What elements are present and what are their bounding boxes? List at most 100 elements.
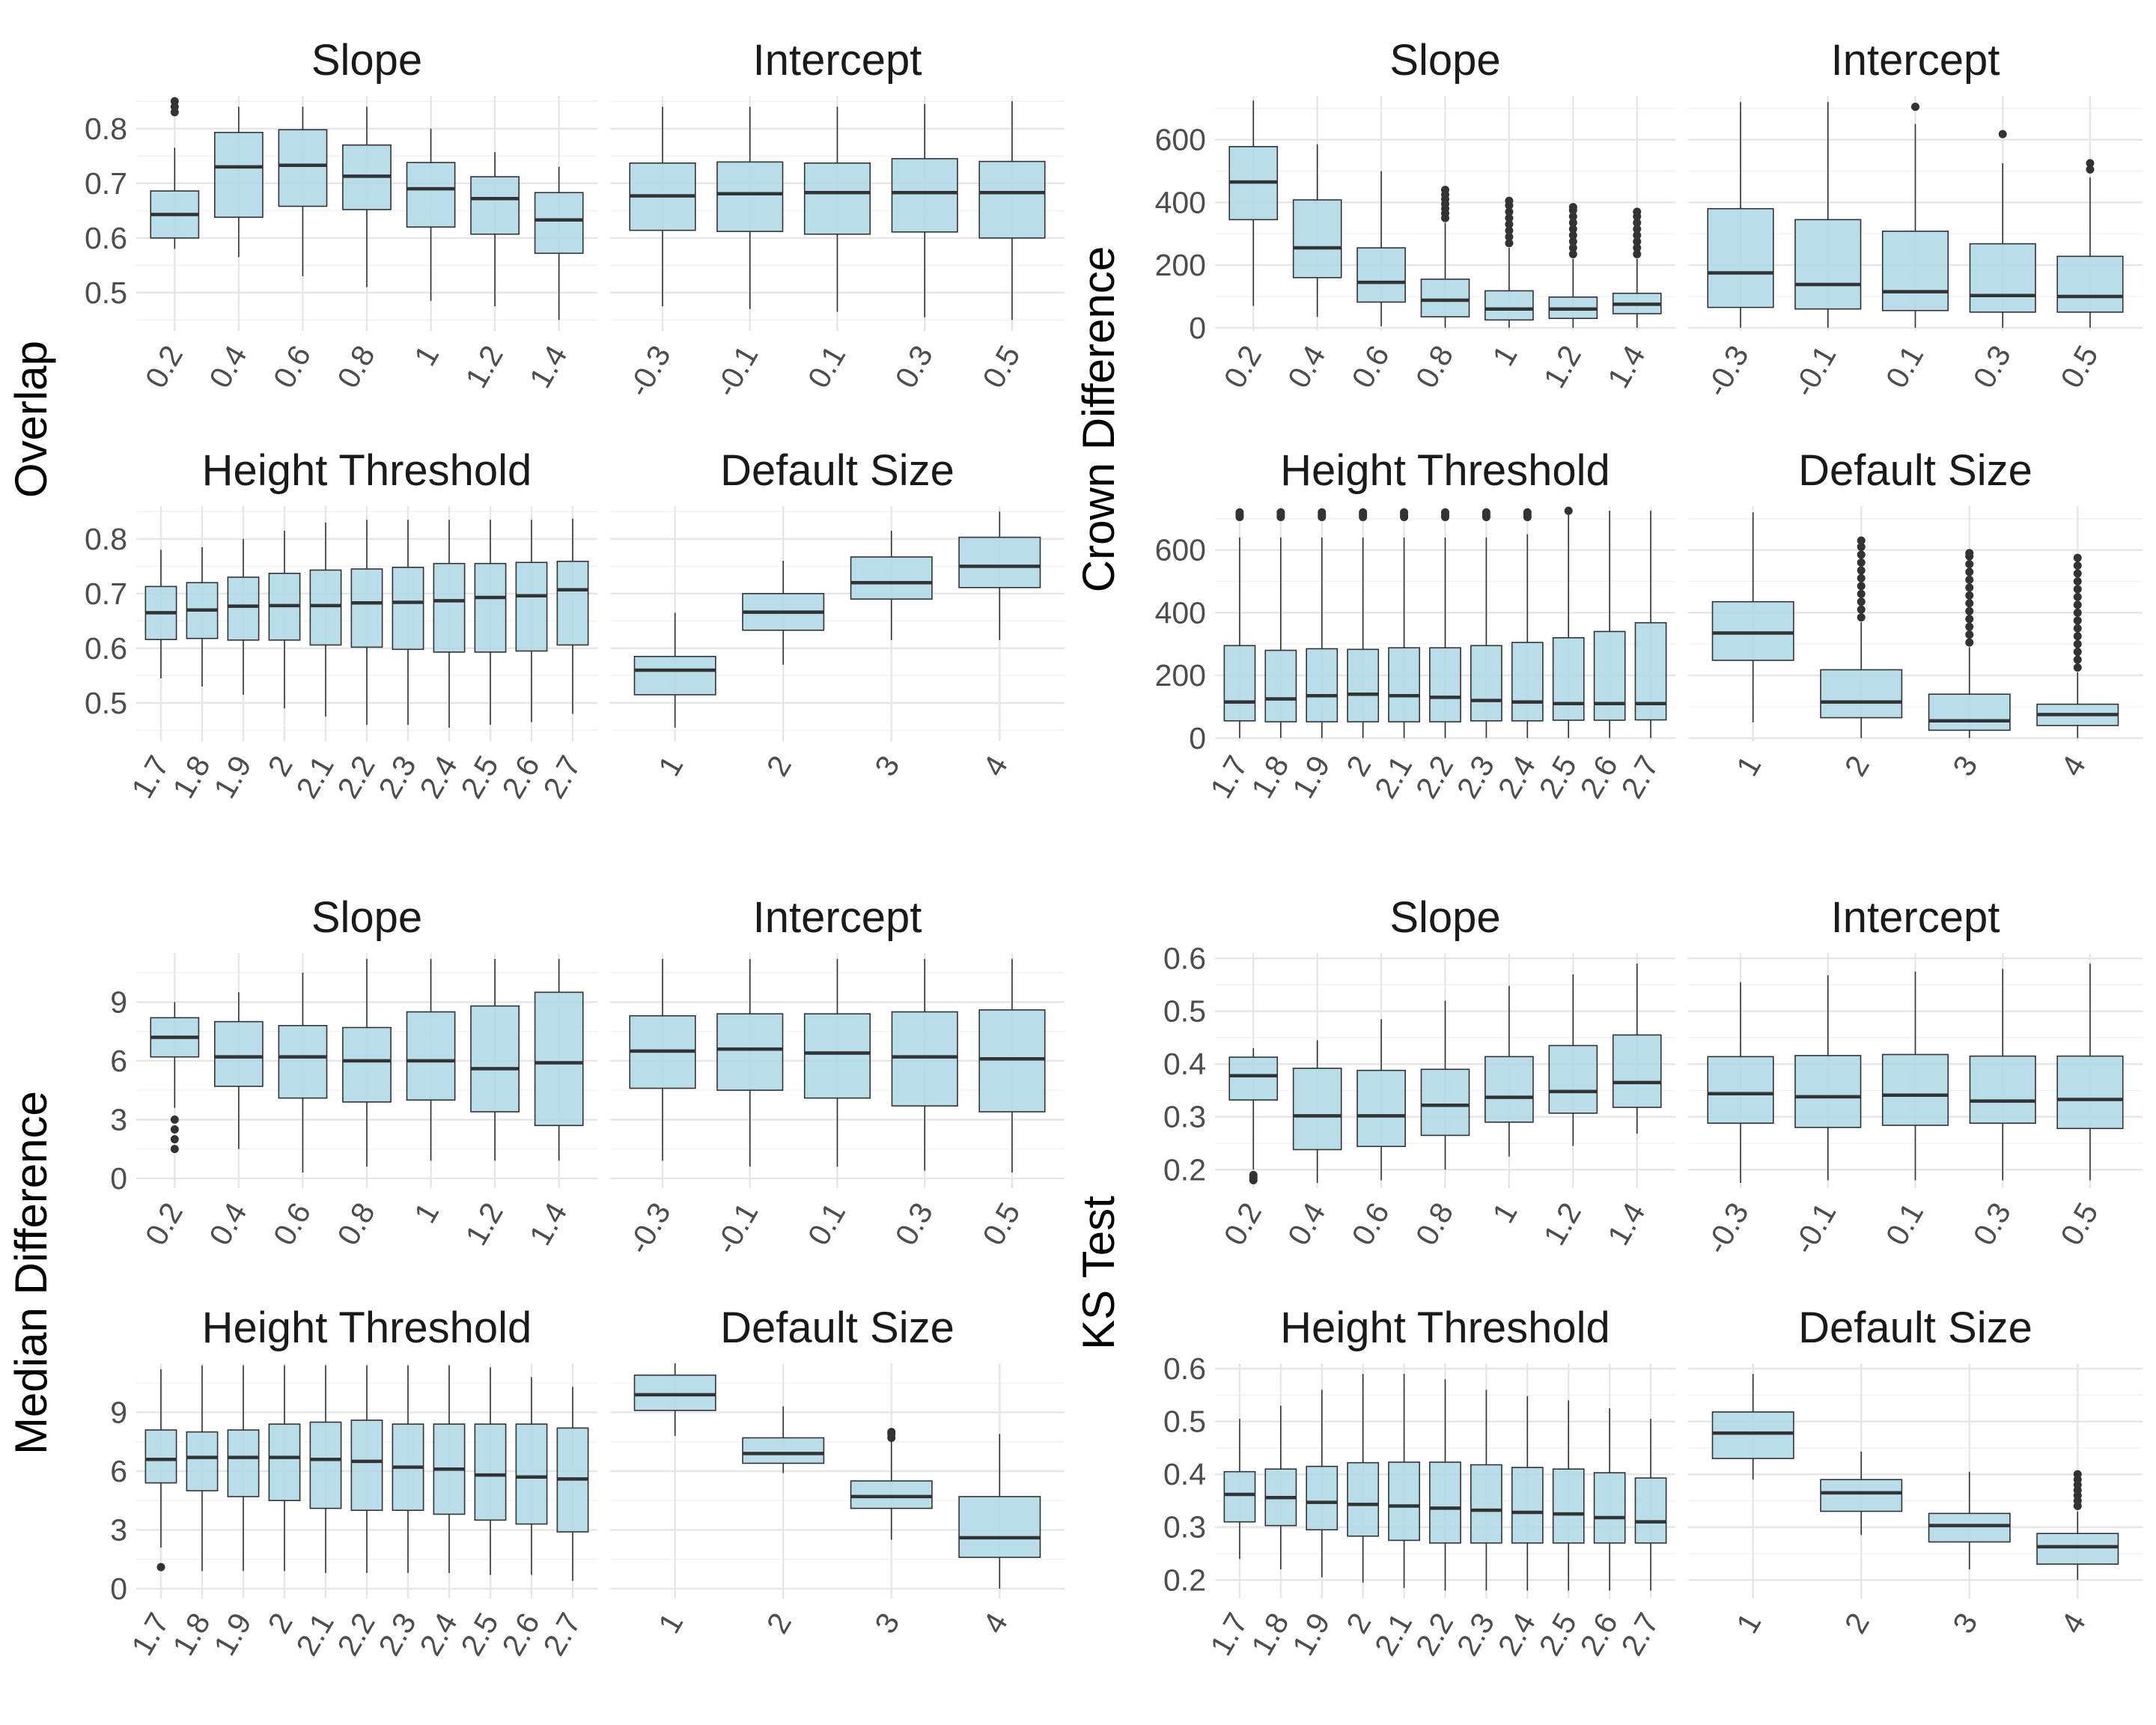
y-tick-label: 0.4 (1163, 1047, 1206, 1081)
box-plot (742, 1406, 825, 1473)
box-iqr (392, 566, 424, 651)
y-axis-label: Crown Difference (1074, 246, 1124, 592)
box-plot (1612, 207, 1662, 328)
y-tick-label: 3 (110, 1102, 127, 1137)
box-iqr (716, 1013, 784, 1091)
box-plot (186, 547, 219, 687)
outlier-point (1564, 506, 1573, 515)
outlier-point (2073, 553, 2082, 562)
box-iqr (716, 161, 784, 232)
outlier-point (2073, 585, 2082, 594)
panel-title: Height Threshold (1280, 1303, 1610, 1352)
box-iqr (1612, 1034, 1662, 1108)
y-tick-label: 0.5 (1163, 994, 1206, 1029)
panel-title: Default Size (720, 1303, 954, 1352)
outlier-point (1998, 130, 2007, 139)
y-tick-label: 0.6 (1163, 1351, 1206, 1386)
box-plot (1552, 1400, 1585, 1591)
outlier-point (1505, 226, 1514, 235)
box-plot (1388, 508, 1420, 738)
outlier-point (1568, 203, 1577, 212)
outlier-point (1965, 615, 1974, 624)
box-iqr (1388, 1461, 1420, 1542)
box-plot (470, 152, 520, 307)
box-plot (1420, 186, 1470, 328)
outlier-point (1857, 574, 1866, 582)
y-tick-label: 0.5 (1163, 1405, 1206, 1439)
box-iqr (1928, 693, 2011, 731)
outlier-point (1965, 559, 1974, 568)
outlier-point (170, 1135, 179, 1144)
box-plot (803, 106, 871, 312)
box-plot (978, 958, 1046, 1173)
outlier-point (1857, 542, 1866, 551)
y-tick-label: 0.2 (1163, 1563, 1206, 1597)
y-tick-label: 400 (1155, 595, 1206, 630)
box-iqr (278, 1025, 328, 1099)
y-tick-label: 0.6 (85, 631, 127, 666)
box-plot (891, 103, 958, 317)
box-iqr (144, 1429, 177, 1484)
y-tick-label: 0 (110, 1161, 127, 1196)
outlier-point (1633, 249, 1642, 258)
box-plot (1969, 130, 2036, 328)
outlier-point (2086, 165, 2095, 174)
box-plot (629, 958, 696, 1161)
box-plot (1820, 536, 1903, 738)
box-iqr (268, 1423, 301, 1501)
box-plot (1347, 1374, 1380, 1583)
outlier-point (1857, 558, 1866, 567)
box-iqr (1552, 1468, 1585, 1544)
box-iqr (309, 1421, 342, 1509)
y-tick-label: 9 (110, 1395, 127, 1429)
outlier-point (2073, 624, 2082, 633)
outlier-point (1965, 638, 1974, 647)
box-iqr (1470, 645, 1502, 722)
box-iqr (1548, 1044, 1598, 1114)
box-iqr (1470, 1464, 1502, 1544)
box-plot (1928, 1471, 2011, 1570)
outlier-point (1318, 508, 1327, 517)
outlier-point (1505, 239, 1514, 248)
box-iqr (534, 192, 584, 255)
box-iqr (891, 1011, 958, 1107)
outlier-point (170, 97, 179, 106)
box-iqr (1347, 648, 1380, 722)
box-plot (534, 958, 584, 1161)
box-iqr (1593, 1472, 1626, 1544)
box-plot (629, 106, 696, 307)
box-plot (1707, 982, 1774, 1183)
box-plot (186, 1365, 219, 1572)
box-plot (214, 106, 264, 258)
outlier-point (2073, 663, 2082, 672)
y-tick-label: 0.2 (1163, 1152, 1206, 1187)
box-plot (1511, 1396, 1544, 1591)
outlier-point (1505, 232, 1514, 241)
outlier-point (2073, 632, 2082, 641)
box-plot (1264, 508, 1297, 738)
outlier-point (1235, 508, 1244, 517)
box-plot (470, 958, 520, 1161)
y-tick-label: 3 (110, 1512, 127, 1547)
box-plot (278, 973, 328, 1173)
box-iqr (214, 132, 264, 218)
box-iqr (850, 1480, 933, 1509)
box-plot (1707, 102, 1774, 328)
box-plot (1881, 103, 1949, 328)
outlier-point (170, 1125, 179, 1134)
panel-title: Default Size (1798, 1303, 2032, 1352)
box-iqr (1634, 1477, 1667, 1544)
y-tick-label: 600 (1155, 123, 1206, 157)
box-plot (342, 106, 392, 288)
box-iqr (803, 1013, 871, 1099)
box-iqr (406, 1011, 456, 1101)
box-plot (1552, 506, 1585, 738)
box-plot (1292, 144, 1342, 317)
panel-title: Slope (1389, 893, 1500, 942)
outlier-point (1568, 231, 1577, 240)
box-plot (2056, 964, 2124, 1181)
box-plot (1593, 511, 1626, 738)
